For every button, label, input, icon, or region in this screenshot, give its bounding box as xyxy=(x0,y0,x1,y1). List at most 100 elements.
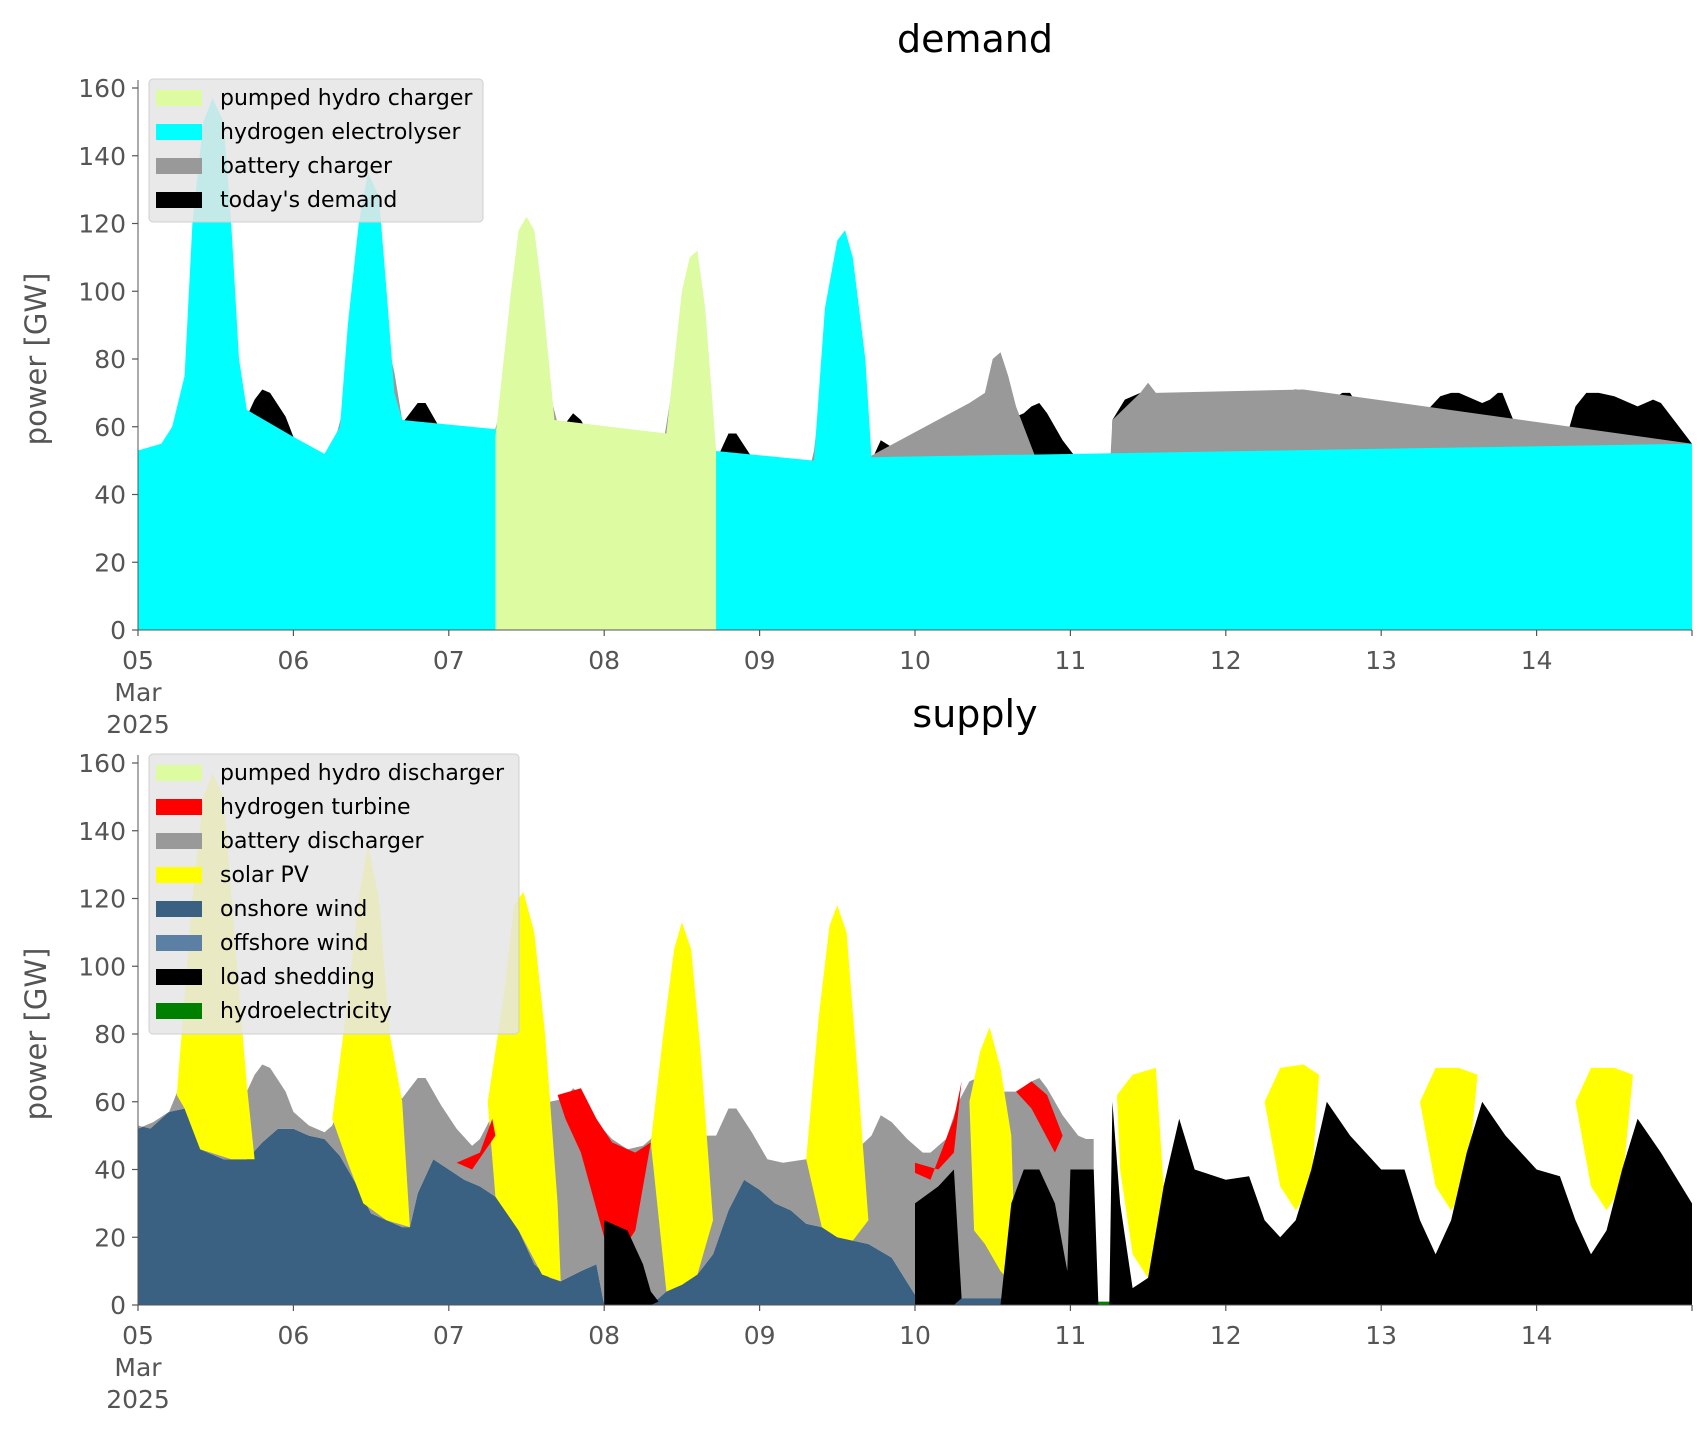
supply-series-hydrogen-turbine xyxy=(915,1081,962,1180)
supply-legend-item-offshore-wind: offshore wind xyxy=(156,931,369,956)
supply-legend-swatch xyxy=(156,1003,202,1019)
supply-y-tick-label: 60 xyxy=(94,1088,126,1117)
supply-y-tick-label: 120 xyxy=(78,885,126,914)
demand-legend-swatch xyxy=(156,192,202,208)
demand-legend-box xyxy=(148,78,484,223)
demand-axes: 0 20 40 60 80 100 120 140 160 power [GW] 05 Mar 2025… xyxy=(19,74,1693,739)
demand-y-axis-label: power [GW] xyxy=(19,273,53,446)
demand-y-tick-label: 160 xyxy=(78,74,126,103)
demand-x-tick-label: 05 xyxy=(122,646,154,675)
supply-y-tick-label: 40 xyxy=(94,1156,126,1185)
demand-x-tick-label: 10 xyxy=(899,646,931,675)
demand-x-tick-label: 06 xyxy=(277,646,309,675)
supply-series-solar-pv xyxy=(332,844,410,1228)
demand-legend-swatch xyxy=(156,90,202,106)
demand-x-tick-label: 14 xyxy=(1521,646,1553,675)
demand-y-tick-label: 20 xyxy=(94,548,126,577)
supply-panel: supply 0 20 40 60 80 100 120 140 160 power [GW] 05 M… xyxy=(19,692,1693,1414)
supply-legend-label: onshore wind xyxy=(220,897,367,922)
demand-areas xyxy=(138,98,1692,630)
supply-series-solar-pv xyxy=(1264,1064,1319,1211)
supply-series-load-shedding xyxy=(1000,1169,1099,1305)
demand-panel: demand 0 20 40 60 80 100 120 140 160 power [GW] 05 M… xyxy=(19,17,1693,739)
supply-x-tick-label: 13 xyxy=(1365,1321,1397,1350)
supply-y-tick-label: 20 xyxy=(94,1223,126,1252)
demand-x-tick-sublabel: 2025 xyxy=(106,710,170,739)
demand-legend-item-pumped-hydro-charger: pumped hydro charger xyxy=(156,86,473,111)
demand-y-tick-label: 140 xyxy=(78,142,126,171)
demand-x-tick-label: 08 xyxy=(588,646,620,675)
supply-x-tick-label: 09 xyxy=(744,1321,776,1350)
demand-x-tick-label: 09 xyxy=(744,646,776,675)
demand-x-tick-label: 11 xyxy=(1054,646,1086,675)
supply-x-tick-label: 07 xyxy=(433,1321,465,1350)
demand-legend-label: battery charger xyxy=(220,154,393,179)
supply-y-tick-label: 140 xyxy=(78,817,126,846)
supply-legend-item-hydroelectricity: hydroelectricity xyxy=(156,999,392,1024)
supply-legend-item-battery-discharger: battery discharger xyxy=(156,829,425,854)
supply-y-tick-label: 160 xyxy=(78,749,126,778)
supply-legend-label: hydrogen turbine xyxy=(220,795,411,820)
supply-series-hydrogen-turbine xyxy=(456,1118,496,1170)
demand-x-tick-label: 12 xyxy=(1210,646,1242,675)
supply-legend-swatch xyxy=(156,833,202,849)
supply-x-tick-label: 10 xyxy=(899,1321,931,1350)
supply-legend-swatch xyxy=(156,799,202,815)
demand-chart-title: demand xyxy=(897,17,1053,61)
demand-legend-item-today-s-demand: today's demand xyxy=(156,188,397,213)
demand-legend-label: pumped hydro charger xyxy=(220,86,473,111)
supply-x-tick-label: 12 xyxy=(1210,1321,1242,1350)
supply-y-tick-label: 100 xyxy=(78,952,126,981)
supply-legend-label: solar PV xyxy=(220,863,309,888)
supply-y-tick-label: 0 xyxy=(110,1291,126,1320)
supply-series-load-shedding xyxy=(604,1220,659,1305)
supply-legend-label: hydroelectricity xyxy=(220,999,392,1024)
supply-legend-label: pumped hydro discharger xyxy=(220,761,505,786)
supply-x-tick-sublabel: 2025 xyxy=(106,1385,170,1414)
supply-x-tick-label: 14 xyxy=(1521,1321,1553,1350)
demand-legend: pumped hydro charger hydrogen electrolyse… xyxy=(148,78,484,223)
demand-y-tick-label: 60 xyxy=(94,413,126,442)
supply-legend-item-onshore-wind: onshore wind xyxy=(156,897,367,922)
supply-series-solar-pv xyxy=(969,1027,1016,1289)
demand-y-tick-label: 120 xyxy=(78,210,126,239)
supply-axes: 0 20 40 60 80 100 120 140 160 power [GW] 05 Mar 2025… xyxy=(19,749,1693,1414)
supply-legend-label: offshore wind xyxy=(220,931,369,956)
demand-y-tick-label: 80 xyxy=(94,345,126,374)
supply-series-hydrogen-turbine xyxy=(557,1088,651,1255)
supply-series-hydrogen-turbine xyxy=(1016,1081,1063,1153)
supply-legend-swatch xyxy=(156,867,202,883)
supply-series-solar-pv xyxy=(1575,1067,1633,1211)
demand-x-tick-sublabel: Mar xyxy=(114,678,162,707)
supply-y-axis-label: power [GW] xyxy=(19,948,53,1121)
supply-legend-swatch xyxy=(156,969,202,985)
supply-legend-swatch xyxy=(156,765,202,781)
supply-series-solar-pv xyxy=(1117,1067,1164,1278)
demand-y-tick-label: 40 xyxy=(94,481,126,510)
supply-series-solar-pv xyxy=(806,905,869,1241)
demand-y-tick-label: 100 xyxy=(78,277,126,306)
supply-series-load-shedding xyxy=(1109,1101,1692,1305)
supply-legend-label: battery discharger xyxy=(220,829,425,854)
demand-legend-swatch xyxy=(156,124,202,140)
demand-y-tick-label: 0 xyxy=(110,616,126,645)
supply-x-tick-label: 06 xyxy=(277,1321,309,1350)
supply-x-tick-label: 11 xyxy=(1054,1321,1086,1350)
supply-legend-item-hydrogen-turbine: hydrogen turbine xyxy=(156,795,411,820)
supply-y-tick-label: 80 xyxy=(94,1020,126,1049)
demand-legend-swatch xyxy=(156,158,202,174)
demand-legend-label: today's demand xyxy=(220,188,397,213)
demand-series-pumped-hydro-charger xyxy=(495,216,717,630)
supply-series-onshore-wind xyxy=(138,1108,1692,1305)
demand-legend-item-hydrogen-electrolyser: hydrogen electrolyser xyxy=(156,120,461,145)
supply-legend-item-load-shedding: load shedding xyxy=(156,965,375,990)
supply-legend: pumped hydro discharger hydrogen turbine b… xyxy=(148,753,520,1035)
supply-x-tick-sublabel: Mar xyxy=(114,1353,162,1382)
supply-legend-item-pumped-hydro-discharger: pumped hydro discharger xyxy=(156,761,505,786)
supply-legend-box xyxy=(148,753,520,1035)
supply-legend-swatch xyxy=(156,935,202,951)
supply-legend-swatch xyxy=(156,901,202,917)
demand-legend-item-battery-charger: battery charger xyxy=(156,154,393,179)
demand-legend-label: hydrogen electrolyser xyxy=(220,120,461,145)
supply-chart-title: supply xyxy=(912,692,1037,736)
